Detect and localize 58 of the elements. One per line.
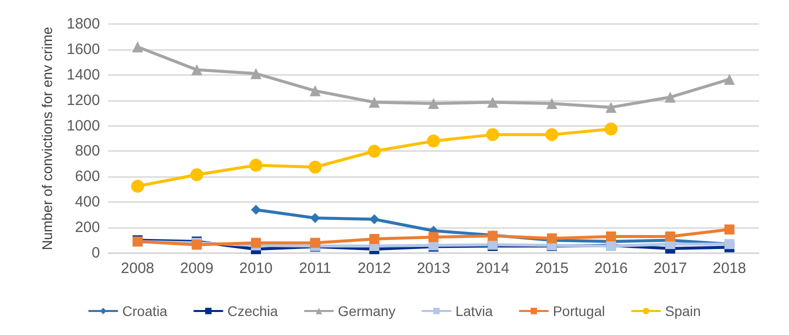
x-tick-label: 2008 (120, 260, 154, 277)
point (724, 74, 735, 85)
y-tick-label: 800 (74, 142, 100, 160)
x-tick-label: 2013 (416, 260, 450, 277)
x-tick-label: 2014 (476, 260, 510, 277)
y-tick-label: 400 (74, 194, 100, 211)
y-tick-label: 1000 (66, 117, 100, 134)
y-tick-label: 1600 (66, 40, 100, 58)
legend-label: Czechia (227, 303, 278, 319)
point (428, 232, 438, 242)
legend-label: Germany (338, 303, 396, 319)
legend-label: Croatia (122, 303, 168, 319)
y-tick-label: 600 (74, 168, 100, 186)
point (190, 168, 204, 182)
point (310, 85, 321, 96)
point (250, 68, 262, 80)
point (427, 134, 440, 148)
legend-label: Portugal (552, 303, 605, 319)
y-tick-label: 200 (74, 219, 100, 236)
point (664, 92, 676, 103)
y-tick-label: 1400 (66, 66, 100, 84)
point (308, 160, 322, 174)
point (250, 204, 261, 215)
y-axis-title: Number of convictions for env crime (39, 26, 56, 250)
point (132, 41, 144, 52)
x-tick-label: 2017 (654, 260, 687, 277)
point (131, 180, 144, 193)
point (606, 231, 616, 242)
point (369, 214, 380, 224)
point (545, 128, 558, 142)
point (665, 231, 676, 242)
x-tick-label: 2011 (299, 260, 332, 277)
point (606, 102, 617, 113)
point (249, 158, 262, 172)
point (546, 98, 558, 110)
legend-label: Spain (664, 303, 701, 319)
point (428, 98, 439, 110)
point (486, 128, 500, 142)
point (369, 234, 380, 244)
x-tick-label: 2010 (239, 260, 273, 277)
point (368, 96, 380, 108)
point (724, 224, 734, 234)
point (604, 122, 618, 136)
y-tick-label: 1200 (66, 92, 100, 109)
point (310, 238, 320, 248)
point (368, 144, 381, 158)
x-tick-label: 2016 (594, 260, 628, 277)
x-tick-label: 2009 (180, 260, 214, 277)
point (487, 96, 498, 108)
x-tick-label: 2012 (358, 260, 392, 277)
point (250, 238, 261, 248)
legend-label: Latvia (455, 303, 494, 319)
x-tick-label: 2018 (712, 260, 746, 277)
y-tick-label: 1800 (66, 16, 100, 32)
point (191, 64, 202, 76)
y-tick-label: 0 (92, 244, 100, 262)
x-tick-label: 2015 (535, 260, 569, 277)
point (310, 213, 320, 224)
